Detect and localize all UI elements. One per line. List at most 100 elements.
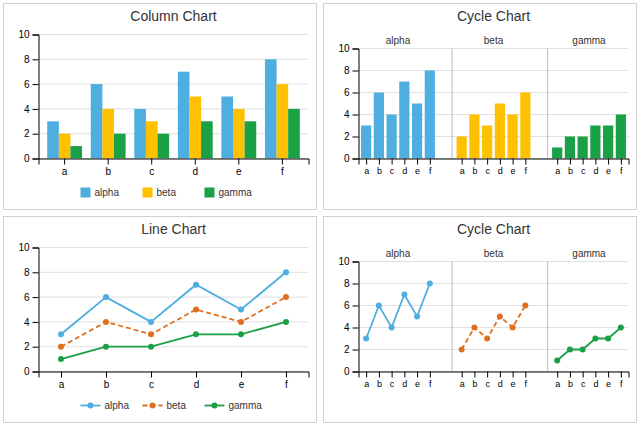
x-axis-line (39, 159, 309, 165)
marker (618, 325, 624, 331)
y-tick-group: 2 (24, 341, 39, 352)
x-tick-label: a (364, 166, 369, 176)
x-tick (583, 372, 584, 378)
x-tick (557, 159, 558, 165)
x-tick (570, 372, 571, 378)
marker (376, 303, 382, 309)
y-tick (353, 306, 359, 307)
marker (522, 303, 528, 309)
y-tick (33, 347, 39, 348)
bar (425, 71, 435, 159)
x-tick-label: e (606, 379, 611, 389)
y-tick (33, 248, 39, 249)
x-tick (513, 159, 514, 165)
panel-border (324, 4, 637, 210)
x-tick (379, 159, 380, 165)
x-tick-group: c (390, 372, 395, 389)
bar (508, 115, 518, 159)
bar (361, 126, 371, 159)
legend-item: alpha (81, 400, 130, 411)
marker (58, 331, 64, 337)
y-tick-group: 4 (24, 317, 39, 328)
bar (469, 115, 479, 159)
x-tick (487, 372, 488, 378)
bar (146, 121, 158, 158)
x-tick (379, 372, 380, 378)
bar (91, 84, 103, 158)
x-tick-label: e (236, 166, 242, 177)
marker (567, 347, 573, 353)
x-tick-label: e (511, 166, 516, 176)
marker (193, 282, 199, 288)
bar (412, 104, 422, 159)
y-axis: 0246810 (338, 256, 359, 377)
y-tick-group: 2 (344, 344, 359, 355)
x-tick-label: b (377, 379, 382, 389)
panel: Cycle Chart0246810alphabetagammaabcdefab… (324, 217, 637, 423)
legend-swatch (205, 188, 215, 198)
x-tick-label: d (593, 379, 598, 389)
x-tick (462, 372, 463, 378)
y-tick (353, 284, 359, 285)
x-axis-line (359, 372, 629, 378)
x-tick-label: f (620, 166, 623, 176)
marker (414, 314, 420, 320)
y-tick (353, 93, 359, 94)
y-tick-group: 6 (24, 79, 39, 90)
group-label: beta (484, 248, 504, 259)
bar (265, 59, 277, 158)
panel-border (324, 217, 637, 423)
group-divider (547, 262, 548, 372)
x-tick-label: a (460, 166, 465, 176)
group-label: alpha (386, 248, 411, 259)
legend-label: gamma (229, 400, 263, 411)
x-tick (241, 372, 242, 378)
x-tick (106, 372, 107, 378)
y-tick-group: 6 (344, 87, 359, 98)
x-tick-label: f (525, 166, 528, 176)
marker (459, 347, 465, 353)
bar (603, 126, 613, 159)
marker (389, 325, 395, 331)
y-tick-label: 2 (24, 341, 30, 352)
x-tick-group: b (377, 372, 382, 389)
panel: Line Chart0246810abcdefalphabetagamma (4, 217, 317, 423)
bar (565, 137, 575, 159)
y-tick (353, 372, 359, 373)
y-tick-group: 0 (24, 153, 39, 164)
x-tick-label: a (460, 379, 465, 389)
y-tick (33, 109, 39, 110)
marker (401, 292, 407, 298)
x-tick-label: d (593, 166, 598, 176)
marker (283, 269, 289, 275)
y-tick-label: 4 (344, 322, 350, 333)
y-axis-line (33, 35, 40, 159)
marker (497, 314, 503, 320)
x-axis: abcdefabcdefabcdef (359, 372, 629, 389)
marker (148, 344, 154, 350)
y-tick-label: 0 (24, 366, 30, 377)
y-tick-label: 6 (24, 79, 30, 90)
x-tick (474, 159, 475, 165)
marker (238, 331, 244, 337)
x-tick-label: c (390, 166, 395, 176)
marker (592, 336, 598, 342)
y-tick-label: 0 (344, 366, 350, 377)
x-tick-group: e (511, 372, 516, 389)
marker (193, 331, 199, 337)
bar (552, 148, 562, 159)
x-tick (474, 372, 475, 378)
y-tick (33, 59, 39, 60)
x-tick-group: a (62, 159, 68, 177)
line (61, 297, 286, 347)
y-axis: 0246810 (338, 43, 359, 164)
legend: alphabetagamma (81, 400, 263, 411)
marker (103, 294, 109, 300)
x-tick-group: e (239, 372, 245, 390)
x-tick-group: b (568, 372, 573, 389)
x-tick-group: d (192, 159, 198, 177)
x-tick (417, 372, 418, 378)
legend-item: gamma (205, 400, 263, 411)
y-axis: 0246810 (18, 242, 39, 377)
marker (103, 319, 109, 325)
